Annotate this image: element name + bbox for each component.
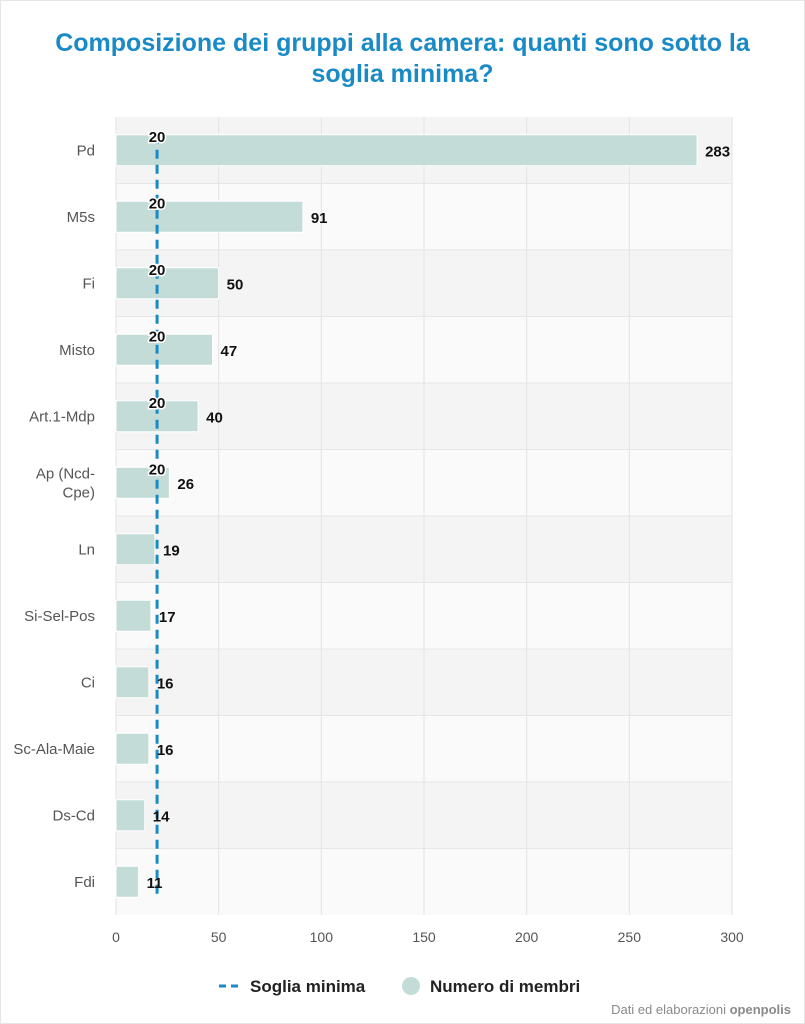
category-label: Misto bbox=[59, 342, 95, 359]
bar-ci[interactable] bbox=[115, 666, 150, 699]
value-label: 47 bbox=[221, 343, 238, 360]
bar-si-sel-pos[interactable] bbox=[115, 599, 152, 632]
legend-threshold-label[interactable]: Soglia minima bbox=[250, 977, 366, 996]
bar-fi[interactable] bbox=[115, 267, 220, 300]
threshold-line: 20 20 20 20 20 20 bbox=[147, 127, 167, 898]
chart-title: Composizione dei gruppi alla camera: qua… bbox=[55, 29, 750, 88]
threshold-value-label: 20 bbox=[149, 262, 166, 279]
x-tick-label: 300 bbox=[720, 929, 744, 945]
threshold-value-label: 20 bbox=[149, 461, 166, 478]
legend-members-label[interactable]: Numero di membri bbox=[430, 977, 580, 996]
bar-misto[interactable] bbox=[115, 333, 214, 366]
credit-brand: openpolis bbox=[729, 1002, 791, 1017]
value-label: 11 bbox=[147, 875, 163, 892]
bar-ln[interactable] bbox=[115, 533, 156, 566]
x-tick-label: 150 bbox=[412, 929, 436, 945]
value-label: 50 bbox=[227, 276, 244, 293]
bar-ap-ncd-cpe[interactable] bbox=[115, 466, 170, 499]
bar-sc-ala-maie[interactable] bbox=[115, 732, 150, 765]
threshold-value-label: 20 bbox=[149, 129, 166, 146]
value-label: 19 bbox=[163, 542, 180, 559]
threshold-value-label: 20 bbox=[149, 195, 166, 212]
x-tick-label: 100 bbox=[310, 929, 334, 945]
value-label: 40 bbox=[206, 409, 223, 426]
category-label: Fi bbox=[83, 275, 96, 292]
value-label: 91 bbox=[311, 210, 328, 227]
bar-pd[interactable] bbox=[115, 134, 698, 167]
x-tick-label: 250 bbox=[618, 929, 642, 945]
x-tick-label: 0 bbox=[112, 929, 120, 945]
threshold-value-label: 20 bbox=[149, 395, 166, 412]
value-label: 14 bbox=[153, 808, 170, 825]
value-label: 17 bbox=[159, 609, 176, 626]
labels: Pd 283 M5s 91 Fi 50 Misto 47 Art.1-Mdp 40 Ap (Ncd-… bbox=[13, 142, 730, 892]
category-label: Si-Sel-Pos bbox=[24, 608, 95, 625]
x-axis: 0 50 100 150 200 250 300 bbox=[112, 929, 744, 945]
source-credit: Dati ed elaborazioni openpolis bbox=[611, 1002, 791, 1017]
threshold-value-label: 20 bbox=[149, 328, 166, 345]
grid-lines bbox=[115, 117, 733, 915]
credit-prefix: Dati ed elaborazioni bbox=[611, 1002, 726, 1017]
value-label: 26 bbox=[177, 476, 194, 493]
x-tick-label: 50 bbox=[211, 929, 227, 945]
category-label: Pd bbox=[77, 142, 95, 159]
value-label: 16 bbox=[157, 742, 174, 759]
category-label: Ds-Cd bbox=[52, 807, 95, 824]
category-label: Ln bbox=[78, 541, 95, 558]
bar-ds-cd[interactable] bbox=[115, 799, 146, 832]
category-label: Art.1-Mdp bbox=[29, 408, 95, 425]
x-tick-label: 200 bbox=[515, 929, 539, 945]
value-label: 283 bbox=[705, 143, 730, 160]
bar-fdi[interactable] bbox=[115, 865, 140, 898]
category-label: Ci bbox=[81, 674, 95, 691]
legend: Soglia minima Numero di membri bbox=[219, 977, 580, 996]
legend-members-swatch bbox=[402, 977, 420, 995]
value-label: 16 bbox=[157, 675, 174, 692]
category-label: Ap (Ncd-Cpe) bbox=[36, 465, 95, 501]
category-label: Fdi bbox=[74, 874, 95, 891]
category-label: M5s bbox=[67, 209, 95, 226]
category-label: Sc-Ala-Maie bbox=[13, 741, 95, 758]
bar-m5s[interactable] bbox=[115, 200, 304, 233]
